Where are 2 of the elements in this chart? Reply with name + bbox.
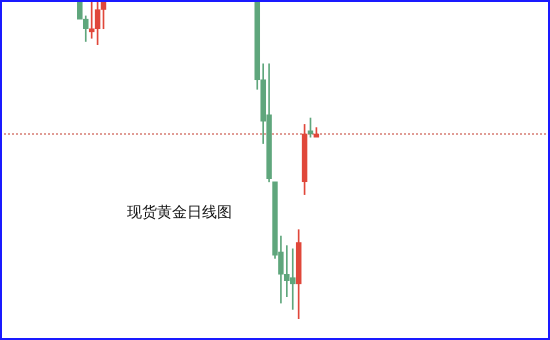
annotation: 现货黄金日线图 — [127, 202, 232, 221]
candlestick — [308, 118, 314, 138]
